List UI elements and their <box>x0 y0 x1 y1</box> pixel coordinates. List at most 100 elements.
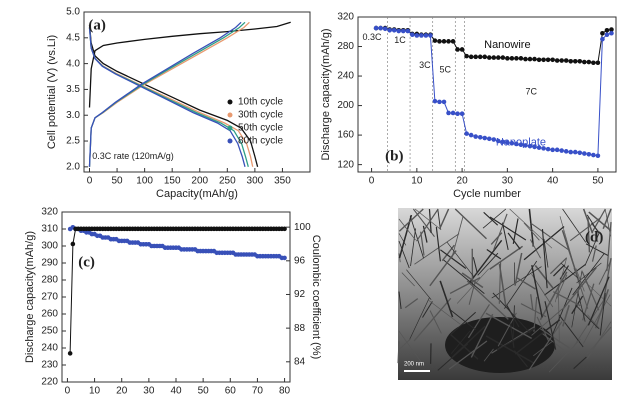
x-tick-label: 40 <box>547 176 559 187</box>
nanowire-texture <box>435 227 441 262</box>
y2-tick-label: 92 <box>294 289 306 300</box>
data-point <box>536 57 542 63</box>
data-point <box>496 55 501 60</box>
data-point <box>559 148 564 153</box>
x-axis-title: Cycle number <box>142 398 210 399</box>
x-tick-label: 100 <box>136 176 153 187</box>
nanowire-texture <box>401 272 415 287</box>
nanowire-texture <box>531 265 543 318</box>
nanowire-texture <box>439 208 450 229</box>
data-point <box>464 131 469 136</box>
image-label: (d) <box>585 229 603 245</box>
nanowire-texture <box>576 262 602 284</box>
x-tick-label: 0 <box>65 386 71 397</box>
data-point <box>600 30 605 36</box>
y2-tick-label: 96 <box>294 255 306 266</box>
x-tick-label: 30 <box>502 176 514 187</box>
data-point <box>518 56 524 61</box>
x-tick-label: 70 <box>252 386 264 397</box>
x-tick-label: 40 <box>170 386 182 397</box>
annotation: (b) <box>385 149 403 165</box>
plot-frame <box>357 16 617 173</box>
data-point <box>523 143 528 148</box>
y-tick-label: 120 <box>337 159 354 170</box>
data-point <box>67 351 73 356</box>
series-label: Nanowire <box>484 39 530 51</box>
data-point <box>382 26 388 32</box>
scale-bar-label: 200 nm <box>404 362 424 368</box>
data-point <box>523 56 528 62</box>
data-point <box>550 147 555 153</box>
data-point <box>568 149 574 155</box>
y-tick-label: 280 <box>337 41 354 52</box>
data-point <box>591 60 596 66</box>
data-point <box>400 28 406 34</box>
data-point <box>477 54 483 60</box>
nanowire-texture <box>450 330 471 354</box>
data-point <box>500 139 506 145</box>
y-axis-title: Cell potential (V) (vs.Li) <box>46 35 58 149</box>
data-point <box>455 47 460 52</box>
legend-marker <box>227 112 233 118</box>
nanowire-texture <box>498 262 502 304</box>
nanowire-texture <box>512 305 515 338</box>
x-tick-label: 60 <box>225 386 237 397</box>
nanowire-texture <box>410 228 416 267</box>
nanowire-texture <box>540 328 570 349</box>
data-point <box>568 58 574 64</box>
data-point <box>410 32 415 38</box>
series-label: Nanoplate <box>496 136 546 148</box>
nanowire-texture <box>397 341 400 364</box>
nanowire-texture <box>497 312 517 347</box>
x-tick-label: 10 <box>411 176 423 187</box>
data-point <box>572 58 578 64</box>
y-tick-label: 2.0 <box>66 161 80 172</box>
nanowire-texture <box>451 325 486 358</box>
y-tick-label: 2.5 <box>66 136 80 147</box>
x-axis-title: Capacity(mAh/g) <box>156 188 238 200</box>
y-tick-label: 310 <box>41 224 58 235</box>
nanowire-texture <box>534 265 554 289</box>
data-point <box>604 27 610 33</box>
data-point <box>496 138 501 144</box>
data-point <box>482 54 488 60</box>
nanowire-texture <box>398 208 424 232</box>
y-tick-label: 280 <box>41 275 58 286</box>
x-tick-label: 0 <box>87 176 93 187</box>
data-point <box>545 146 551 152</box>
data-point <box>563 58 569 63</box>
series-line <box>88 21 246 167</box>
nanowire-texture <box>404 298 419 309</box>
data-point <box>473 134 478 139</box>
nanowire-texture <box>575 305 600 330</box>
nanowire-texture <box>562 267 597 310</box>
legend-label: 50th cycle <box>238 123 283 134</box>
nanowire-texture <box>427 299 461 325</box>
nanowire-texture <box>586 214 600 235</box>
y-tick-label: 240 <box>337 71 354 82</box>
data-point <box>450 39 456 44</box>
data-point <box>428 33 433 38</box>
data-point <box>595 153 601 159</box>
nanowire-texture <box>509 208 553 249</box>
nanowire-texture <box>429 250 457 287</box>
data-point <box>373 25 379 31</box>
nanowire-texture <box>581 271 600 311</box>
data-point <box>450 110 456 116</box>
data-point <box>446 110 451 116</box>
nanowire-texture <box>450 311 476 335</box>
x-tick-label: 200 <box>191 176 208 187</box>
nanowire-texture <box>515 276 536 290</box>
data-point <box>391 27 397 33</box>
data-point <box>441 39 447 44</box>
data-point <box>419 33 424 38</box>
x-tick-label: 0 <box>369 176 375 187</box>
nanowire-texture <box>572 253 605 296</box>
data-point <box>559 58 564 63</box>
nanowire-texture <box>486 249 502 260</box>
y-tick-label: 200 <box>337 100 354 111</box>
nanowire-texture <box>509 323 515 348</box>
data-point <box>482 135 488 141</box>
nanowire-texture <box>437 208 441 230</box>
